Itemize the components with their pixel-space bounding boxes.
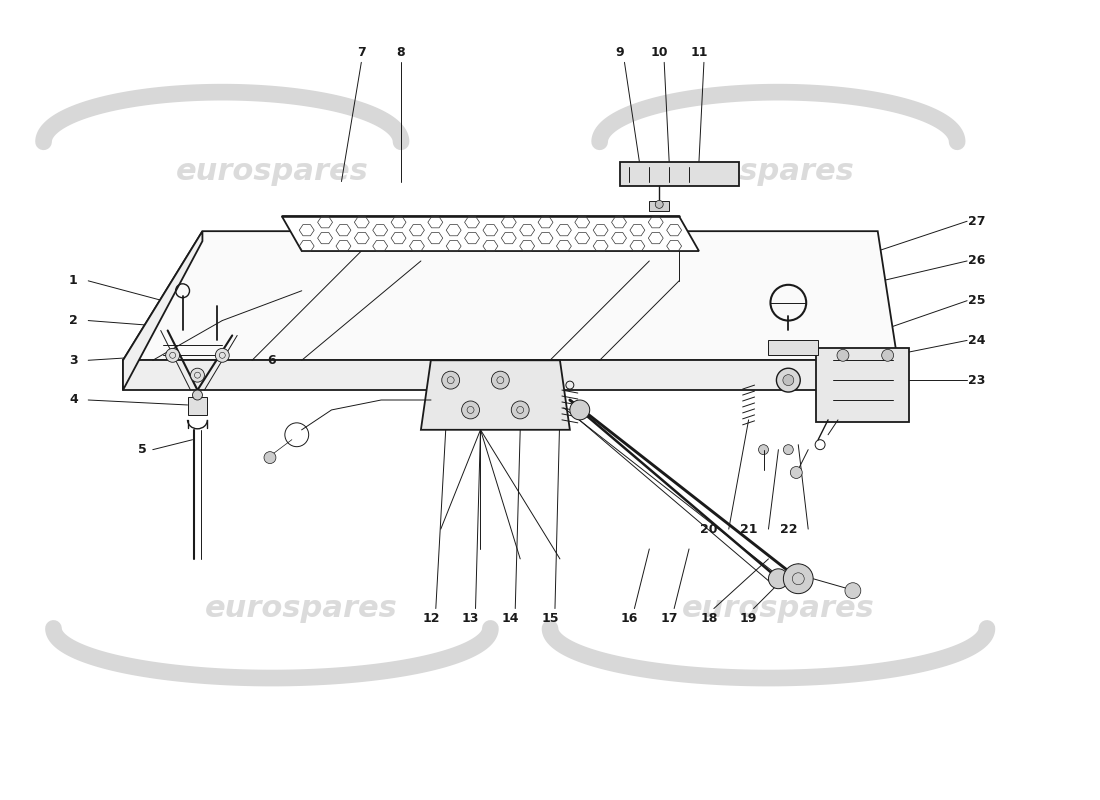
Polygon shape xyxy=(123,360,898,390)
Text: 5: 5 xyxy=(139,443,147,456)
Circle shape xyxy=(442,371,460,389)
FancyBboxPatch shape xyxy=(816,348,910,422)
Text: 14: 14 xyxy=(502,612,519,625)
Circle shape xyxy=(190,368,205,382)
Circle shape xyxy=(462,401,480,419)
Circle shape xyxy=(845,582,861,598)
Bar xyxy=(649,202,669,211)
Polygon shape xyxy=(123,231,898,360)
Circle shape xyxy=(882,350,893,362)
Text: 26: 26 xyxy=(968,254,986,267)
Text: eurospares: eurospares xyxy=(662,157,855,186)
Circle shape xyxy=(512,401,529,419)
Circle shape xyxy=(790,466,802,478)
Bar xyxy=(187,397,208,415)
Bar xyxy=(769,341,818,355)
Circle shape xyxy=(783,374,794,386)
Polygon shape xyxy=(123,231,202,390)
Text: 22: 22 xyxy=(780,522,798,535)
Text: eurospares: eurospares xyxy=(682,594,874,623)
Text: 13: 13 xyxy=(462,612,480,625)
Text: 6: 6 xyxy=(267,354,276,366)
Polygon shape xyxy=(421,360,570,430)
Text: 12: 12 xyxy=(422,612,440,625)
Polygon shape xyxy=(282,216,698,251)
Circle shape xyxy=(216,348,229,362)
Text: 11: 11 xyxy=(690,46,707,59)
Circle shape xyxy=(166,348,179,362)
Text: 23: 23 xyxy=(968,374,986,386)
Circle shape xyxy=(783,564,813,594)
Text: 4: 4 xyxy=(69,394,78,406)
Circle shape xyxy=(837,350,849,362)
Text: 10: 10 xyxy=(650,46,668,59)
Text: 27: 27 xyxy=(968,214,986,228)
Text: 25: 25 xyxy=(968,294,986,307)
Text: 8: 8 xyxy=(397,46,406,59)
Text: 15: 15 xyxy=(541,612,559,625)
Text: 17: 17 xyxy=(660,612,678,625)
Circle shape xyxy=(777,368,800,392)
Circle shape xyxy=(759,445,769,454)
Text: eurospares: eurospares xyxy=(176,157,368,186)
Text: 21: 21 xyxy=(740,522,758,535)
Circle shape xyxy=(570,400,590,420)
Circle shape xyxy=(192,390,202,400)
Text: 20: 20 xyxy=(700,522,717,535)
Text: 18: 18 xyxy=(701,612,717,625)
Circle shape xyxy=(492,371,509,389)
Circle shape xyxy=(264,452,276,463)
Text: 2: 2 xyxy=(69,314,78,327)
Text: 24: 24 xyxy=(968,334,986,347)
Text: eurospares: eurospares xyxy=(206,594,398,623)
Text: 19: 19 xyxy=(740,612,757,625)
Text: 9: 9 xyxy=(615,46,624,59)
Circle shape xyxy=(769,569,789,589)
Text: 1: 1 xyxy=(69,274,78,287)
Circle shape xyxy=(656,200,663,208)
Text: 7: 7 xyxy=(356,46,365,59)
Text: 3: 3 xyxy=(69,354,78,366)
Bar xyxy=(619,162,739,186)
Text: 16: 16 xyxy=(620,612,638,625)
Circle shape xyxy=(783,445,793,454)
